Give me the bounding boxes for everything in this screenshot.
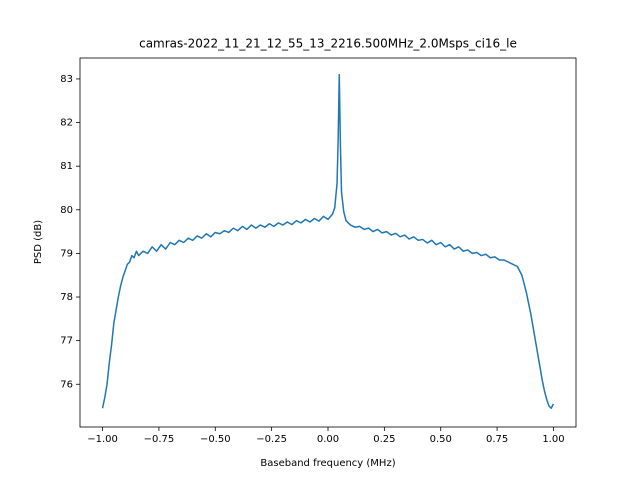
x-tick-label: 0.00 [317,434,339,445]
x-tick-label: −0.50 [200,434,231,445]
x-tick-label: 0.75 [486,434,508,445]
y-tick-label: 81 [60,161,73,172]
x-tick-label: 0.25 [373,434,395,445]
y-tick-label: 78 [60,292,73,303]
y-tick-label: 76 [60,379,73,390]
y-tick-label: 83 [60,74,73,85]
x-axis-label: Baseband frequency (MHz) [260,458,395,469]
x-tick-label: −0.25 [256,434,287,445]
y-tick-label: 77 [60,336,73,347]
y-tick-label: 80 [60,205,73,216]
x-tick-label: 1.00 [542,434,564,445]
x-tick-label: −1.00 [87,434,118,445]
y-tick-label: 79 [60,248,73,259]
x-tick-label: 0.50 [430,434,452,445]
y-axis-label: PSD (dB) [33,220,44,264]
data-line [101,73,555,409]
plot-frame [79,57,577,428]
y-tick-label: 82 [60,118,73,129]
chart-title: camras-2022_11_21_12_55_13_2216.500MHz_2… [139,37,517,51]
x-tick-label: −0.75 [144,434,175,445]
